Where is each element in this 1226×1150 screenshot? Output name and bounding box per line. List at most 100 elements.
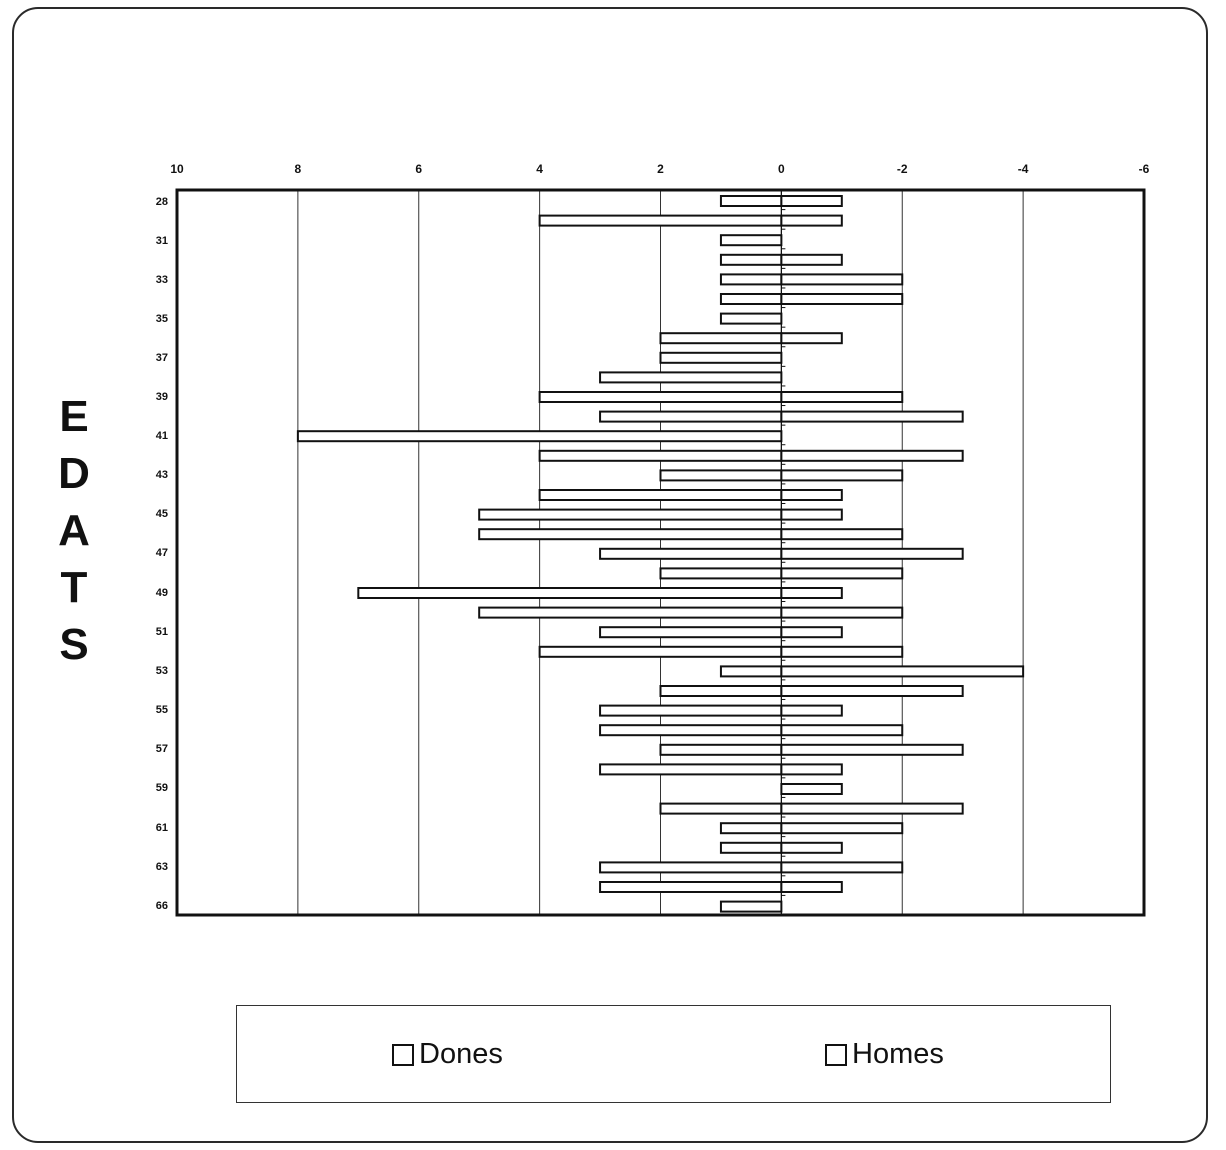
legend-swatch-homes <box>825 1043 847 1066</box>
bar-homes <box>780 547 964 560</box>
bar-homes <box>780 332 843 345</box>
bar-dones <box>599 371 783 384</box>
legend-item-homes: Homes <box>825 1038 944 1071</box>
bar-dones <box>719 841 783 854</box>
y-tick-label: 59 <box>156 782 168 794</box>
x-tick-label: -2 <box>897 162 908 176</box>
x-tick-label: -4 <box>1018 162 1029 176</box>
bar-dones <box>659 743 783 756</box>
bar-homes <box>780 567 904 580</box>
x-tick-label: -6 <box>1139 162 1150 176</box>
bar-homes <box>780 606 904 619</box>
bar-homes <box>780 489 843 501</box>
y-axis-title-letter: T <box>60 563 88 612</box>
x-tick-label: 6 <box>415 162 422 176</box>
bar-dones <box>719 293 783 305</box>
y-tick-label: 41 <box>156 430 168 442</box>
bar-dones <box>296 430 783 443</box>
y-tick-label: 45 <box>156 508 168 520</box>
x-tick-label: 10 <box>170 162 184 176</box>
bar-dones <box>719 273 783 286</box>
bar-homes <box>780 293 904 305</box>
y-tick-label: 28 <box>156 196 168 208</box>
y-tick-label: 51 <box>156 626 168 638</box>
y-tick-label: 61 <box>156 822 168 834</box>
bar-homes <box>780 704 843 717</box>
bar-dones <box>538 489 783 501</box>
bar-dones <box>599 861 783 874</box>
x-tick-label: 8 <box>295 162 302 176</box>
bar-dones <box>538 214 783 227</box>
y-tick-label: 57 <box>156 743 168 755</box>
bar-dones <box>719 312 783 325</box>
y-axis-title-letter: A <box>58 506 90 555</box>
bar-dones <box>659 469 783 482</box>
y-tick-label: 47 <box>156 547 168 559</box>
bar-dones <box>719 195 783 207</box>
bar-homes <box>780 743 964 756</box>
bar-homes <box>780 861 904 874</box>
y-tick-label: 66 <box>156 900 168 912</box>
bar-dones <box>478 528 783 541</box>
bar-dones <box>599 704 783 717</box>
plot-area-border <box>175 188 1146 917</box>
bar-homes <box>780 273 904 286</box>
bar-homes <box>780 783 843 795</box>
bar-homes <box>780 391 904 403</box>
bar-homes <box>780 587 843 599</box>
legend-item-dones: Dones <box>392 1038 503 1071</box>
bar-homes <box>780 822 904 835</box>
bar-homes <box>780 665 1025 678</box>
bar-dones <box>478 508 783 521</box>
bar-homes <box>780 881 843 893</box>
x-tick-label: 4 <box>536 162 543 176</box>
bar-dones <box>599 763 783 776</box>
bar-dones <box>659 685 783 697</box>
y-tick-label: 63 <box>156 861 168 873</box>
bar-dones <box>719 234 783 247</box>
bar-dones <box>538 391 783 403</box>
bar-homes <box>780 841 843 854</box>
legend: Dones Homes <box>236 1005 1111 1103</box>
bar-homes <box>780 214 843 227</box>
y-tick-label: 31 <box>156 235 168 247</box>
bar-dones <box>719 253 783 266</box>
y-tick-label: 49 <box>156 587 168 599</box>
bar-homes <box>780 626 843 639</box>
bar-dones <box>538 645 783 658</box>
chart-frame <box>12 7 1208 1143</box>
y-tick-label: 55 <box>156 704 168 716</box>
bar-homes <box>780 685 964 697</box>
legend-label-dones: Dones <box>419 1038 503 1070</box>
bar-dones <box>599 410 783 423</box>
y-axis-title-letter: E <box>59 392 89 441</box>
y-axis-title-letter: S <box>59 620 89 669</box>
bar-homes <box>780 645 904 658</box>
bar-dones <box>719 822 783 835</box>
y-tick-label: 39 <box>156 391 168 403</box>
bar-homes <box>780 253 843 266</box>
bar-homes <box>780 195 843 207</box>
bar-dones <box>719 665 783 678</box>
bar-dones <box>599 626 783 639</box>
bar-homes <box>780 508 843 521</box>
y-tick-label: 37 <box>156 352 168 364</box>
bar-homes <box>780 410 964 423</box>
bar-dones <box>599 547 783 560</box>
bar-dones <box>357 587 783 599</box>
y-tick-label: 33 <box>156 274 168 286</box>
bar-homes <box>780 469 904 482</box>
x-tick-label: 0 <box>778 162 785 176</box>
bar-homes <box>780 802 964 815</box>
x-tick-label: 2 <box>657 162 664 176</box>
bar-dones <box>659 332 783 345</box>
legend-label-homes: Homes <box>852 1038 944 1070</box>
bar-dones <box>659 351 783 364</box>
bar-dones <box>719 900 783 913</box>
bar-homes <box>780 724 904 737</box>
bar-dones <box>659 567 783 580</box>
bar-dones <box>538 449 783 462</box>
bar-homes <box>780 763 843 776</box>
